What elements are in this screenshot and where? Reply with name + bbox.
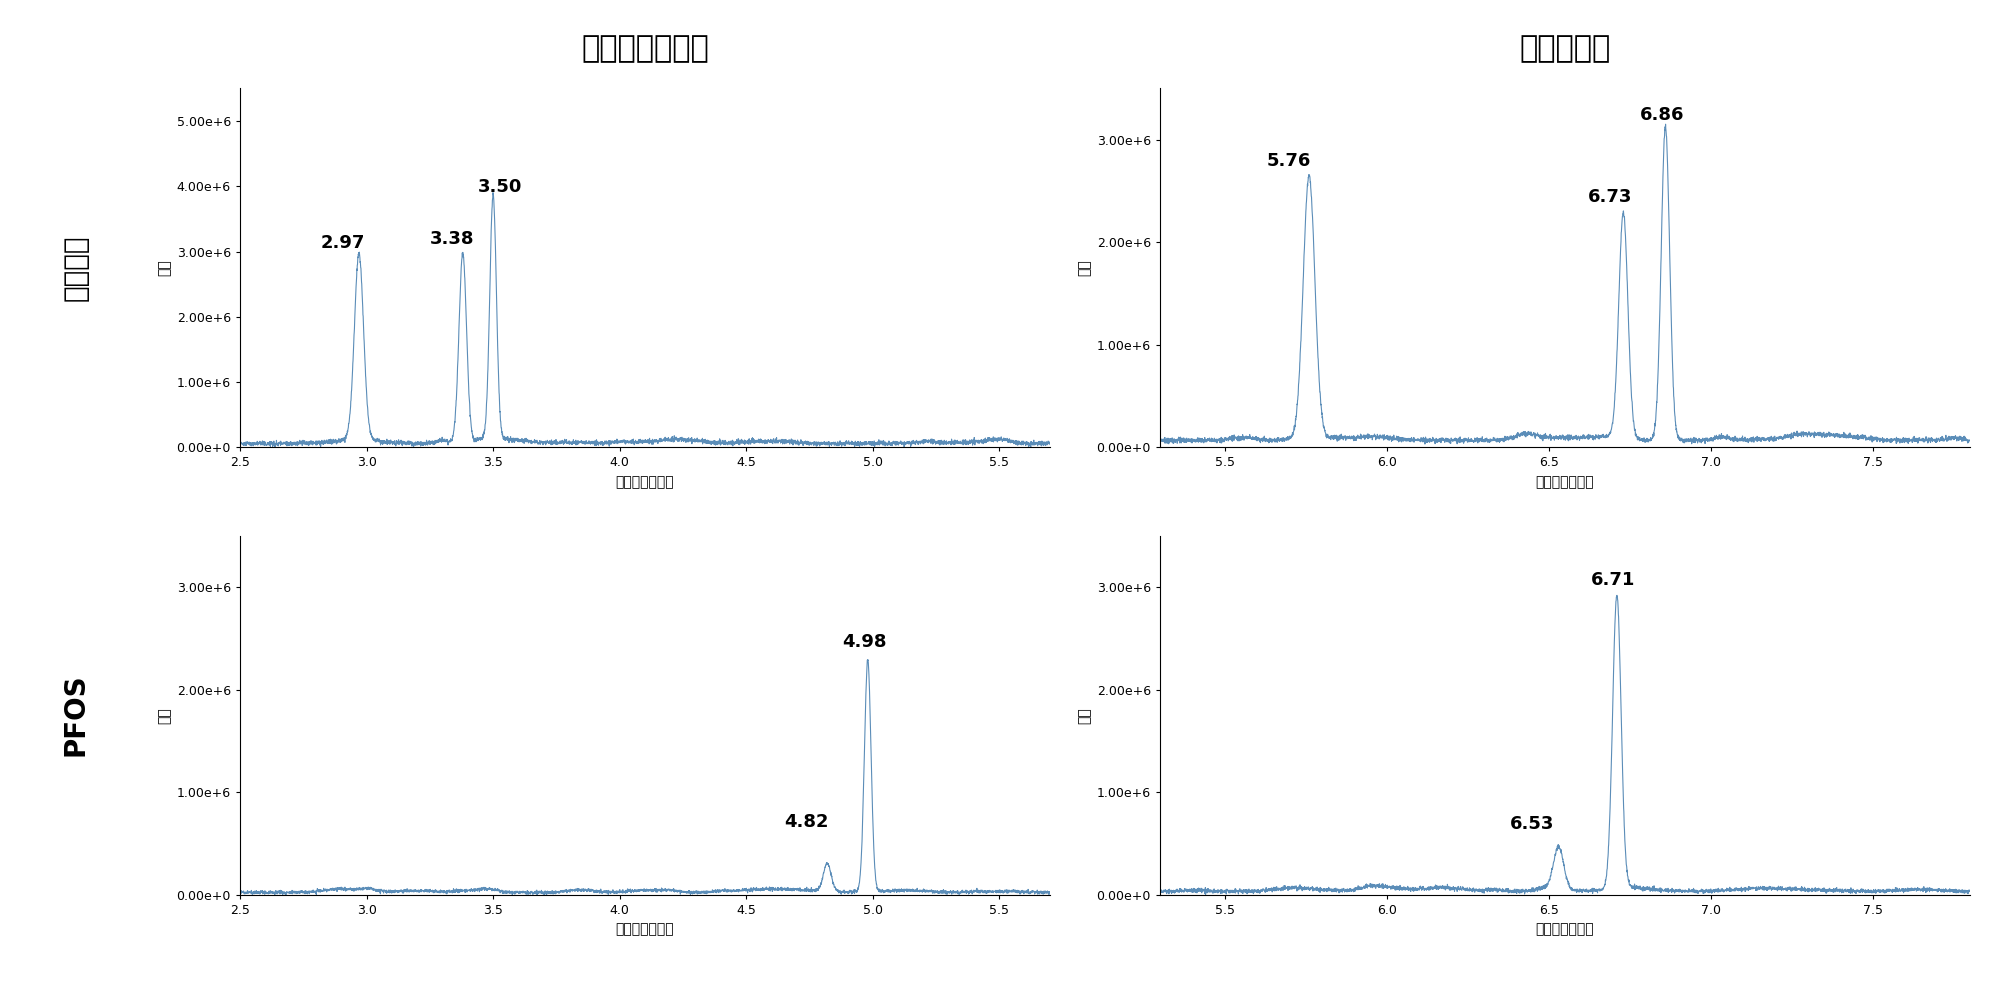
Text: 3.38: 3.38: [430, 230, 474, 249]
Y-axis label: 強度: 強度: [1078, 707, 1092, 723]
Text: 6.53: 6.53: [1510, 815, 1554, 833]
Y-axis label: 強度: 強度: [158, 707, 172, 723]
X-axis label: 保持時間（分）: 保持時間（分）: [616, 475, 674, 489]
Text: コール酸: コール酸: [62, 235, 90, 301]
Y-axis label: 強度: 強度: [158, 260, 172, 276]
X-axis label: 保持時間（分）: 保持時間（分）: [1536, 922, 1594, 936]
Text: 4.82: 4.82: [784, 813, 828, 831]
Text: 5.76: 5.76: [1266, 152, 1312, 170]
Text: 3.50: 3.50: [478, 178, 522, 197]
Text: アセトニトリル: アセトニトリル: [582, 34, 708, 64]
Text: 2.97: 2.97: [320, 234, 366, 252]
Y-axis label: 強度: 強度: [1078, 260, 1092, 276]
Text: 4.98: 4.98: [842, 632, 886, 651]
X-axis label: 保持時間（分）: 保持時間（分）: [1536, 475, 1594, 489]
Text: 6.86: 6.86: [1640, 106, 1684, 124]
Text: メタノール: メタノール: [1520, 34, 1610, 64]
Text: PFOS: PFOS: [62, 673, 90, 757]
Text: 6.73: 6.73: [1588, 189, 1632, 206]
Text: 6.71: 6.71: [1590, 571, 1636, 589]
X-axis label: 保持時間（分）: 保持時間（分）: [616, 922, 674, 936]
